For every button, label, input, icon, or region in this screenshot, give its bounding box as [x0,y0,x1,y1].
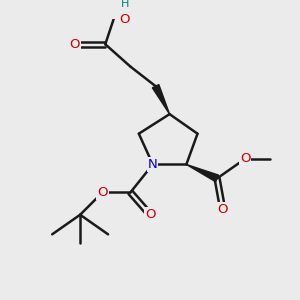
Text: O: O [69,38,80,51]
Text: O: O [240,152,250,165]
Text: O: O [97,186,108,199]
Text: O: O [218,203,228,216]
Text: H: H [121,0,129,9]
Text: O: O [145,208,155,221]
Polygon shape [186,164,219,182]
Text: O: O [120,13,130,26]
Text: N: N [148,158,158,171]
Polygon shape [152,85,170,114]
